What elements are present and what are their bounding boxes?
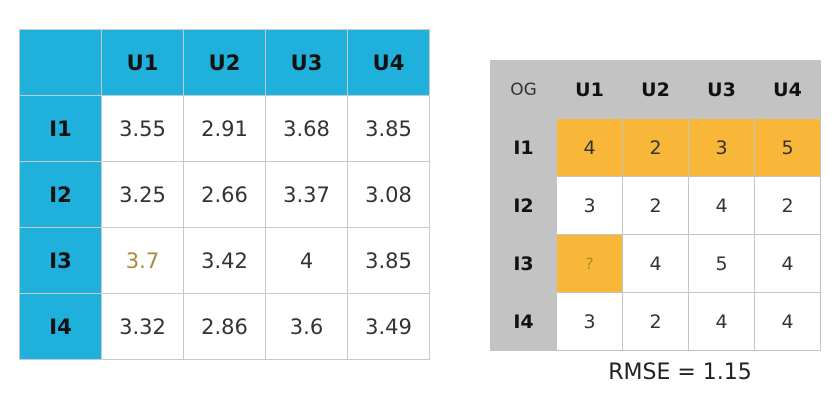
table-row: I1 4 2 3 5 <box>490 118 821 177</box>
table-row: I4 3.32 2.86 3.6 3.49 <box>19 293 430 360</box>
highlighted-cell: 2 <box>622 118 689 177</box>
predicted-cell: 3.7 <box>101 227 184 294</box>
table-cell: 3 <box>556 292 623 351</box>
row-header: I2 <box>19 161 102 228</box>
row-header: I1 <box>19 95 102 162</box>
table-row: I2 3.25 2.66 3.37 3.08 <box>19 161 430 228</box>
table-cell: 3.25 <box>101 161 184 228</box>
table-cell: 3.32 <box>101 293 184 360</box>
table-header-row: OG U1 U2 U3 U4 <box>490 60 821 119</box>
table-cell: 2.66 <box>183 161 266 228</box>
highlighted-cell: 3 <box>688 118 755 177</box>
table-cell: 2 <box>622 292 689 351</box>
row-header: I4 <box>490 292 557 351</box>
table-cell: 2 <box>622 176 689 235</box>
row-header: I2 <box>490 176 557 235</box>
row-header: I1 <box>490 118 557 177</box>
table-cell: 2.86 <box>183 293 266 360</box>
table-row: I2 3 2 4 2 <box>490 176 821 235</box>
table-cell: 3.85 <box>347 95 430 162</box>
table-row: I3 ? 4 5 4 <box>490 234 821 293</box>
corner-label: OG <box>490 60 557 119</box>
table-cell: 3.37 <box>265 161 348 228</box>
column-header: U3 <box>265 29 348 96</box>
row-header: I3 <box>490 234 557 293</box>
highlighted-cell: 5 <box>754 118 821 177</box>
column-header: U1 <box>556 60 623 119</box>
table-cell: 3.08 <box>347 161 430 228</box>
table-cell: 4 <box>622 234 689 293</box>
table-row: I4 3 2 4 4 <box>490 292 821 351</box>
table-cell: 3.42 <box>183 227 266 294</box>
rmse-label: RMSE = 1.15 <box>608 360 752 385</box>
table-header-row: U1 U2 U3 U4 <box>19 29 430 96</box>
table-row: I3 3.7 3.42 4 3.85 <box>19 227 430 294</box>
table-cell: 2.91 <box>183 95 266 162</box>
highlighted-cell: 4 <box>556 118 623 177</box>
predicted-ratings-table: U1 U2 U3 U4 I1 3.55 2.91 3.68 3.85 I2 3.… <box>19 29 430 360</box>
column-header: U4 <box>754 60 821 119</box>
column-header: U1 <box>101 29 184 96</box>
table-cell: 3.68 <box>265 95 348 162</box>
table-cell: 3.6 <box>265 293 348 360</box>
table-cell: 4 <box>265 227 348 294</box>
column-header: U4 <box>347 29 430 96</box>
row-header: I4 <box>19 293 102 360</box>
table-cell: 3 <box>556 176 623 235</box>
table-cell: 3.85 <box>347 227 430 294</box>
table-row: I1 3.55 2.91 3.68 3.85 <box>19 95 430 162</box>
table-cell: 2 <box>754 176 821 235</box>
column-header: U2 <box>183 29 266 96</box>
corner-cell <box>19 29 102 96</box>
table-cell: 3.49 <box>347 293 430 360</box>
table-cell: 4 <box>754 234 821 293</box>
original-ratings-table: OG U1 U2 U3 U4 I1 4 2 3 5 I2 3 2 4 2 I3 … <box>490 60 821 351</box>
column-header: U3 <box>688 60 755 119</box>
table-cell: 3.55 <box>101 95 184 162</box>
table-cell: 5 <box>688 234 755 293</box>
column-header: U2 <box>622 60 689 119</box>
table-cell: 4 <box>688 292 755 351</box>
row-header: I3 <box>19 227 102 294</box>
unknown-rating-cell: ? <box>556 234 623 293</box>
table-cell: 4 <box>688 176 755 235</box>
table-cell: 4 <box>754 292 821 351</box>
